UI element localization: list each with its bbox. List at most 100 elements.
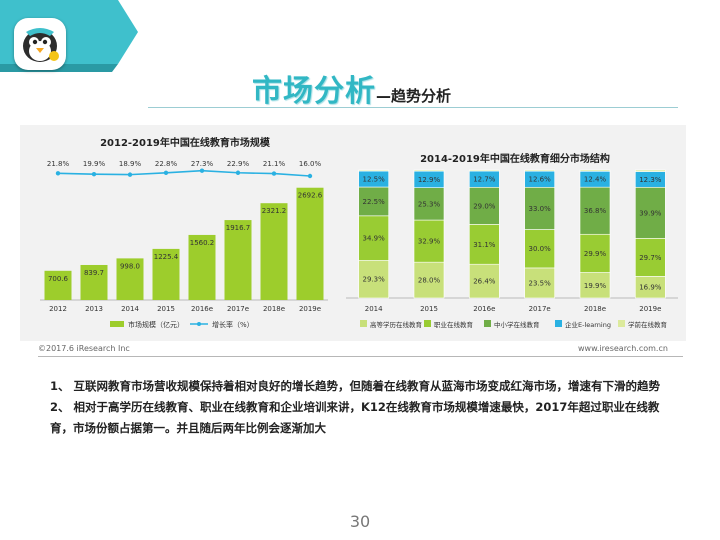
chart1-rate-point xyxy=(271,171,277,176)
title-underline xyxy=(148,107,678,108)
chart1-rate-point xyxy=(307,173,313,179)
chart2-legend-label: 高等学历在线教育 xyxy=(370,320,423,329)
note-1: 1、 互联网教育市场营收规模保持着相对良好的增长趋势，但随着在线教育从蓝海市场变… xyxy=(50,379,660,393)
chart1-rate-label: 21.8% xyxy=(47,160,70,168)
chart1-value-label: 839.7 xyxy=(84,269,104,277)
chart2-x-tick-label: 2019e xyxy=(639,305,661,313)
chart2-segment xyxy=(524,229,555,269)
chart1-legend-swatch-bar xyxy=(110,321,124,327)
chart2-segment xyxy=(579,272,611,299)
chart1-value-label: 700.6 xyxy=(48,275,69,283)
chart1-x-tick-label: 2019e xyxy=(299,305,321,313)
chart1-bar xyxy=(116,258,144,300)
chart1-rate-point xyxy=(235,170,241,175)
chart2-x-tick-label: 2018e xyxy=(584,305,606,313)
chart2-segment xyxy=(413,219,445,263)
page-title-main: 市场分析 xyxy=(252,74,376,109)
chart2-segment-label: 12.7% xyxy=(473,176,496,184)
chart2-x-tick-label: 2017e xyxy=(529,305,551,313)
chart2-segment xyxy=(579,186,611,235)
chart2-segment xyxy=(635,238,666,277)
chart1-value-label: 998.0 xyxy=(120,262,140,270)
chart2-legend-label: 中小学在线教育 xyxy=(494,320,540,329)
chart1-bar xyxy=(188,234,216,300)
chart2-x-tick-label: 2015 xyxy=(420,305,438,313)
chart1-x-tick-label: 2013 xyxy=(85,305,103,313)
chart2-segment xyxy=(524,169,555,172)
analysis-notes: 1、 互联网教育市场营收规模保持着相对良好的增长趋势，但随着在线教育从蓝海市场变… xyxy=(50,376,680,439)
chart2-segment xyxy=(469,186,500,225)
chart2-segment-label: 12.3% xyxy=(639,176,662,184)
chart2-segment xyxy=(358,186,389,217)
chart1-title: 2012-2019年中国在线教育市场规模 xyxy=(100,138,270,149)
chart2-segment-label: 12.5% xyxy=(363,176,386,184)
chart2-segment-label: 32.9% xyxy=(418,238,441,246)
chart2-segment-label: 29.0% xyxy=(473,202,496,210)
chart2-segment-label: 19.9% xyxy=(584,282,607,290)
chart2-segment-label: 25.3% xyxy=(418,200,441,208)
chart1-rate-label: 19.9% xyxy=(83,160,106,168)
chart2-x-tick-label: 2014 xyxy=(365,305,383,313)
chart2-segment-label: 30.0% xyxy=(529,245,552,253)
chart2-segment-label: 31.1% xyxy=(473,241,496,249)
page-title: 市场分析—趋势分析 xyxy=(252,66,452,109)
chart1-rate-label: 22.9% xyxy=(227,160,250,168)
chart1-rate-point xyxy=(199,168,205,173)
copyright-text: ©2017.6 iResearch Inc xyxy=(38,344,130,353)
chart2-title: 2014-2019年中国在线教育细分市场结构 xyxy=(420,154,610,165)
chart1-x-tick-label: 2012 xyxy=(49,305,67,313)
chart1-value-label: 1916.7 xyxy=(226,224,251,232)
chart-panel xyxy=(20,125,686,341)
chart2-legend-label: 职业在线教育 xyxy=(434,320,474,329)
chart2-legend-label: 企业E-learning xyxy=(565,320,611,329)
chart2-segment-label: 22.5% xyxy=(363,198,386,206)
chart2-segment-label: 29.3% xyxy=(363,276,386,284)
chart2-segment xyxy=(635,186,666,239)
chart2-segment xyxy=(413,261,445,299)
chart2-segment xyxy=(358,169,389,172)
chart1-x-tick-label: 2014 xyxy=(121,305,139,313)
chart1-rate-point xyxy=(91,171,97,177)
chart1-x-tick-label: 2017e xyxy=(227,305,249,313)
chart2-segment-label: 36.8% xyxy=(584,207,607,215)
chart1-rate-label: 22.8% xyxy=(155,160,178,168)
footer-divider xyxy=(38,356,683,357)
chart1-value-label: 1225.4 xyxy=(154,253,179,261)
chart1-rate-label: 27.3% xyxy=(191,160,214,168)
chart1-legend-label-bar: 市场规模（亿元） xyxy=(128,320,184,329)
chart2-x-tick-label: 2016e xyxy=(473,305,495,313)
website-text: www.iresearch.com.cn xyxy=(578,344,668,353)
chart1-value-label: 2321.2 xyxy=(262,207,287,215)
chart2-segment-label: 29.7% xyxy=(639,254,662,262)
chart1-bar xyxy=(224,220,252,300)
chart2-segment-label: 16.9% xyxy=(639,284,662,292)
chart2-segment xyxy=(469,263,500,299)
chart1-rate-point xyxy=(55,171,61,176)
chart2-segment-label: 12.9% xyxy=(418,176,441,184)
page-title-sub: —趋势分析 xyxy=(376,87,452,105)
chart1-rate-point xyxy=(163,170,169,176)
chart2-segment-label: 34.9% xyxy=(363,235,386,243)
chart1-rate-label: 16.0% xyxy=(299,160,322,168)
chart2-legend-swatch xyxy=(484,320,491,327)
chart2-segment-label: 12.6% xyxy=(529,176,552,184)
chart1-x-tick-label: 2018e xyxy=(263,305,285,313)
chart2-segment-label: 23.5% xyxy=(529,279,552,287)
chart1-legend-marker-line xyxy=(197,322,201,326)
chart2-segment xyxy=(469,169,500,172)
page-number: 30 xyxy=(349,512,371,531)
chart1-x-tick-label: 2015 xyxy=(157,305,175,313)
chart1-bar xyxy=(260,203,288,300)
chart1-value-label: 2692.6 xyxy=(298,192,323,200)
chart2-segment-label: 29.9% xyxy=(584,250,607,258)
chart2-legend-label: 学前在线教育 xyxy=(628,320,668,329)
chart1-x-tick-label: 2016e xyxy=(191,305,213,313)
chart2-legend-swatch xyxy=(424,320,431,327)
chart2-segment xyxy=(524,267,555,299)
chart2-segment xyxy=(413,187,445,221)
chart2-legend-swatch xyxy=(618,320,625,327)
chart2-segment-label: 12.4% xyxy=(584,176,607,184)
chart2-legend-swatch xyxy=(555,320,562,327)
chart1-rate-label: 18.9% xyxy=(119,160,142,168)
